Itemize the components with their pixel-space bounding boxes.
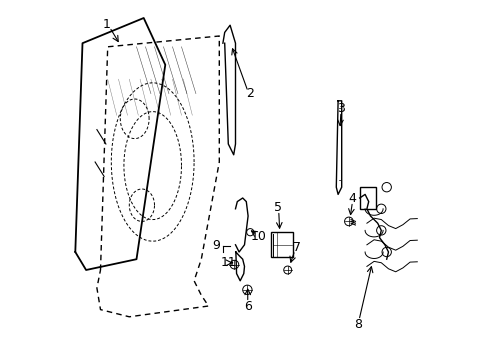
- Text: 3: 3: [336, 102, 344, 114]
- Text: 1: 1: [103, 18, 111, 31]
- Text: 11: 11: [220, 256, 236, 269]
- Text: 6: 6: [244, 300, 251, 312]
- Text: 5: 5: [273, 201, 281, 213]
- Text: 9: 9: [212, 239, 220, 252]
- Text: 8: 8: [353, 318, 361, 331]
- Text: 7: 7: [292, 241, 300, 254]
- Bar: [359, 187, 375, 209]
- Text: 4: 4: [348, 192, 356, 204]
- Text: 2: 2: [245, 87, 253, 100]
- Text: 10: 10: [250, 230, 266, 243]
- Bar: [271, 232, 292, 257]
